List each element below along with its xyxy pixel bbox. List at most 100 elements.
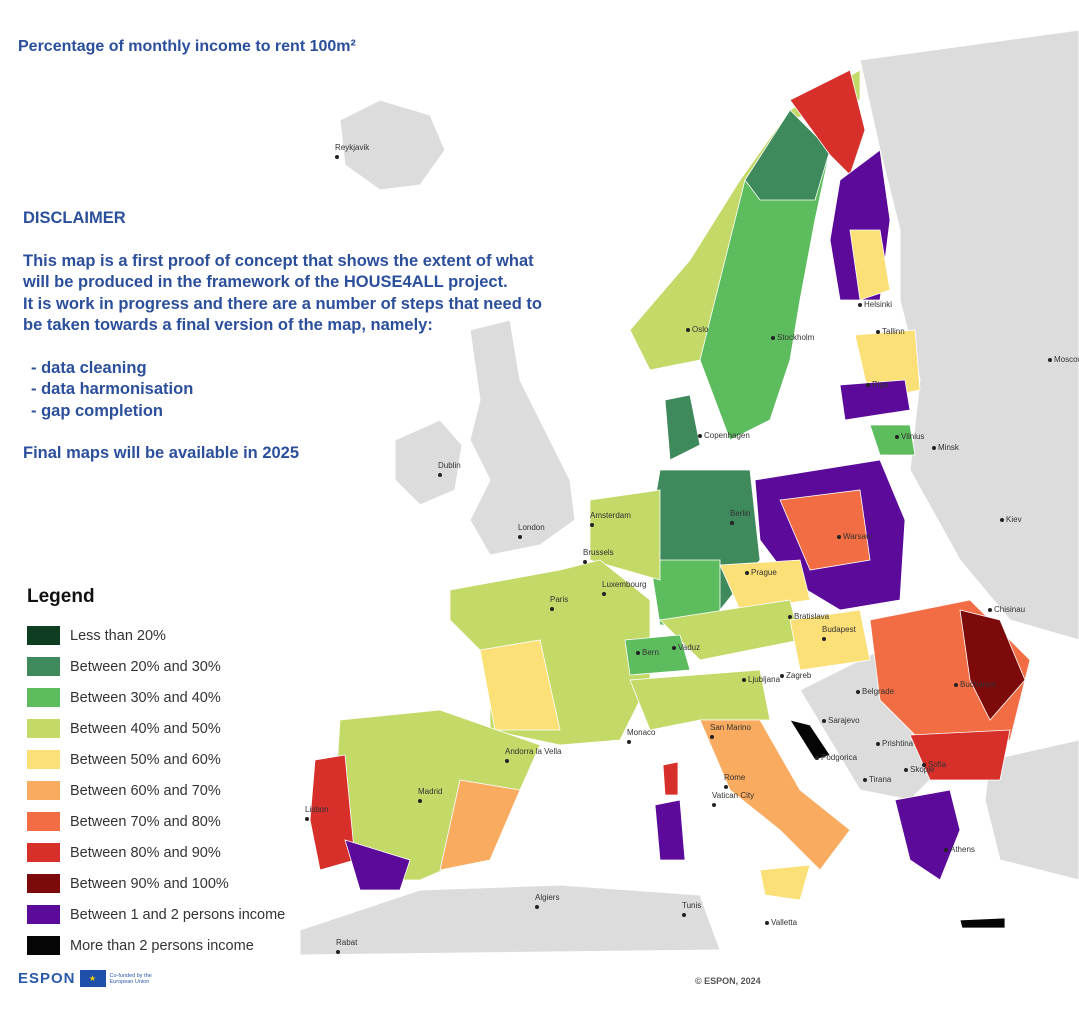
city-dot-icon — [305, 816, 309, 821]
city-dot-icon — [438, 472, 442, 477]
legend-item: Between 30% and 40% — [27, 682, 285, 713]
legend-item: Between 80% and 90% — [27, 837, 285, 868]
legend-item: Less than 20% — [27, 620, 285, 651]
city-dot-icon — [788, 614, 792, 619]
city-name: Tirana — [869, 775, 892, 784]
legend-item: Between 70% and 80% — [27, 806, 285, 837]
city-label: Moscow — [1048, 355, 1079, 364]
city-dot-icon — [583, 559, 587, 564]
city-label: Algiers — [535, 893, 559, 911]
city-label: Sofia — [922, 760, 946, 769]
city-label: Bern — [636, 648, 659, 657]
city-name: Vilnius — [901, 432, 925, 441]
legend-label: Between 50% and 60% — [70, 751, 221, 768]
city-label: Rome — [724, 773, 745, 791]
espon-wordmark: ESPON — [18, 970, 76, 987]
city-dot-icon — [856, 689, 860, 694]
region-finland-north — [789, 69, 866, 176]
region-greece — [894, 789, 961, 881]
city-label: Skopje — [904, 765, 934, 774]
legend-swatch — [27, 719, 60, 738]
city-name: London — [518, 523, 545, 532]
city-name: Dublin — [438, 461, 461, 470]
land-turkey — [984, 739, 1079, 881]
region-romania-east — [959, 609, 1026, 721]
city-dot-icon — [682, 912, 686, 917]
city-label: Monaco — [627, 728, 655, 746]
city-label: Brussels — [583, 548, 614, 566]
city-dot-icon — [698, 433, 702, 438]
city-name: Helsinki — [864, 300, 893, 309]
city-name: Sarajevo — [828, 716, 860, 725]
city-label: Sarajevo — [822, 716, 860, 725]
city-label: Oslo — [686, 325, 708, 334]
city-name: Andorra la Vella — [505, 747, 562, 756]
city-label: Prague — [745, 568, 777, 577]
city-label: Stockholm — [771, 333, 814, 342]
city-name: Zagreb — [786, 671, 812, 680]
region-switzerland — [624, 634, 691, 676]
city-label: Budapest — [822, 625, 856, 643]
city-dot-icon — [724, 784, 728, 789]
city-name: Stockholm — [777, 333, 815, 342]
city-name: Copenhagen — [704, 431, 750, 440]
city-dot-icon — [730, 520, 734, 525]
city-name: Bern — [642, 648, 659, 657]
city-label: Vilnius — [895, 432, 924, 441]
city-name: Rome — [724, 773, 746, 782]
city-dot-icon — [988, 607, 992, 612]
city-dot-icon — [858, 302, 862, 307]
city-label: Warsaw — [837, 532, 872, 541]
city-label: Chisinau — [988, 605, 1025, 614]
region-denmark — [664, 394, 701, 461]
city-name: Rabat — [336, 938, 358, 947]
legend-swatch — [27, 936, 60, 955]
city-label: Paris — [550, 595, 568, 613]
region-benelux — [589, 489, 661, 581]
city-name: Brussels — [583, 548, 614, 557]
region-crete — [959, 917, 1006, 929]
city-name: Berlin — [730, 509, 751, 518]
city-dot-icon — [771, 335, 775, 340]
region-italy — [699, 719, 851, 871]
disclaimer-step: - gap completion — [31, 401, 163, 420]
region-spain-east — [439, 779, 521, 871]
region-sardinia — [654, 799, 686, 861]
city-dot-icon — [550, 606, 554, 611]
legend-label: Between 90% and 100% — [70, 875, 229, 892]
city-name: Lisbon — [305, 805, 329, 814]
city-dot-icon — [866, 382, 870, 387]
city-label: Vatican City — [712, 791, 754, 809]
city-label: San Marino — [710, 723, 751, 741]
city-name: Vaduz — [678, 643, 701, 652]
city-label: Valletta — [765, 918, 797, 927]
region-poland-center — [779, 489, 871, 571]
city-name: Podgorica — [821, 753, 858, 762]
region-corsica — [662, 761, 679, 796]
disclaimer: DISCLAIMER This map is a first proof of … — [23, 208, 543, 465]
city-name: Tallinn — [882, 327, 905, 336]
region-lithuania — [869, 424, 916, 456]
city-dot-icon — [518, 534, 522, 539]
city-label: Kiev — [1000, 515, 1022, 524]
legend-item: Between 50% and 60% — [27, 744, 285, 775]
city-name: Tunis — [682, 901, 702, 910]
map-title: Percentage of monthly income to rent 100… — [18, 38, 356, 55]
city-dot-icon — [590, 522, 594, 527]
city-name: Skopje — [910, 765, 935, 774]
region-sweden-north — [744, 109, 831, 201]
legend-swatch — [27, 781, 60, 800]
legend-swatch — [27, 812, 60, 831]
city-dot-icon — [922, 762, 926, 767]
city-name: Valletta — [771, 918, 798, 927]
legend-swatch — [27, 657, 60, 676]
city-dot-icon — [1048, 357, 1052, 362]
city-dot-icon — [535, 904, 539, 909]
city-label: Vaduz — [672, 643, 700, 652]
city-label: Bratislava — [788, 612, 829, 621]
legend-label: Between 70% and 80% — [70, 813, 221, 830]
land-iceland — [339, 99, 446, 191]
region-latvia — [839, 379, 911, 421]
city-name: Reykjavik — [335, 143, 370, 152]
